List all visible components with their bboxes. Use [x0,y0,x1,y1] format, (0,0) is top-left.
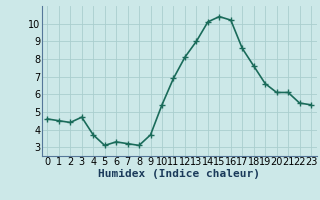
X-axis label: Humidex (Indice chaleur): Humidex (Indice chaleur) [98,169,260,179]
